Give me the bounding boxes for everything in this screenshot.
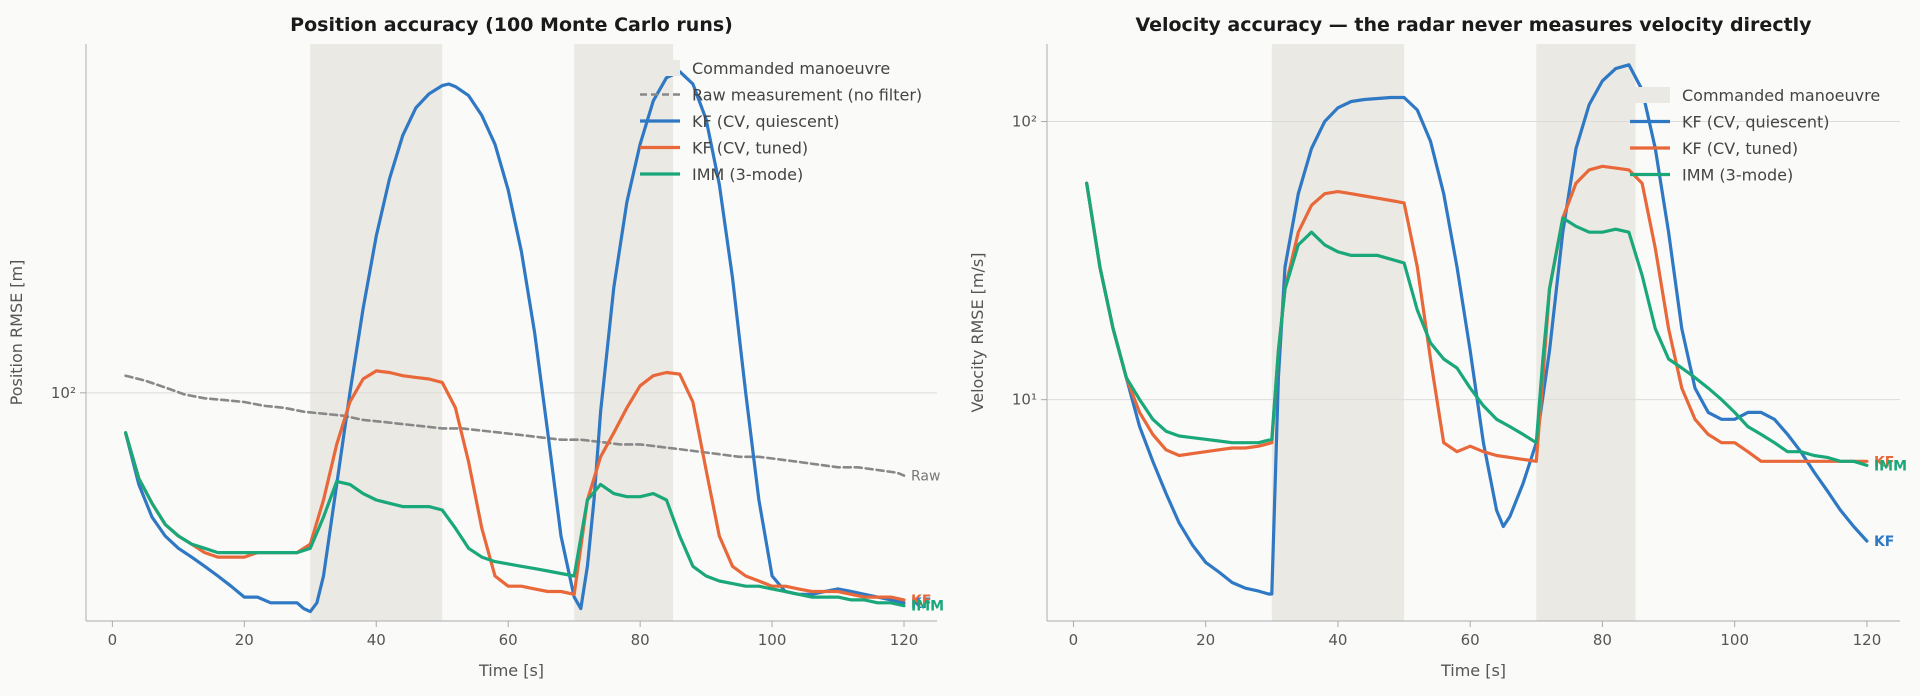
x-tick-label: 100: [758, 631, 787, 649]
legend-entry-commanded-manoeuvre: Commanded manoeuvre: [1630, 86, 1880, 105]
legend-entry-raw-measurement-no-filter: Raw measurement (no filter): [640, 86, 922, 105]
legend-label: Commanded manoeuvre: [1682, 86, 1880, 105]
legend: Commanded manoeuvre Raw measurement (no f…: [640, 59, 922, 184]
end-label-kf-cv-tuned: KF: [1874, 454, 1894, 470]
legend-label: KF (CV, quiescent): [1682, 113, 1830, 132]
legend-label: KF (CV, quiescent): [692, 112, 840, 131]
legend-label: IMM (3-mode): [692, 165, 803, 184]
x-axis-label: Time [s]: [478, 661, 544, 680]
end-label-kf-cv-tuned: KF: [911, 593, 931, 609]
x-tick-label: 40: [1328, 631, 1347, 649]
manoeuvre-region-1: [1271, 44, 1405, 621]
legend-entry-commanded-manoeuvre: Commanded manoeuvre: [640, 59, 890, 78]
legend-entry-kf-cv-quiescent: KF (CV, quiescent): [640, 112, 840, 131]
end-label-imm-3-mode: IMM: [1874, 458, 1907, 474]
legend-label: KF (CV, tuned): [1682, 139, 1798, 158]
series-line-imm-3-mode: [1085, 181, 1869, 467]
series-line-kf-cv-tuned: [1085, 164, 1869, 463]
chart-title: Position accuracy (100 Monte Carlo runs): [290, 14, 733, 36]
end-label-kf-cv-quiescent: KF: [911, 596, 931, 612]
y-tick-label: 10¹: [1012, 391, 1037, 409]
end-label-kf-cv-quiescent: KF: [1874, 534, 1894, 550]
x-tick-label: 20: [235, 631, 254, 649]
legend-swatch: [640, 60, 680, 76]
legend-label: Raw measurement (no filter): [692, 86, 922, 105]
y-tick-label: 10²: [51, 384, 76, 402]
legend-label: IMM (3-mode): [1682, 166, 1793, 185]
x-tick-label: 0: [1069, 631, 1079, 649]
x-tick-label: 80: [1593, 631, 1612, 649]
x-tick-label: 120: [890, 631, 919, 649]
x-tick-label: 40: [367, 631, 386, 649]
legend-entry-kf-cv-tuned: KF (CV, tuned): [1630, 139, 1798, 158]
position-accuracy-chart: 0 20 40 60 80 100 120 10² Position accuracy (1…: [7, 14, 944, 680]
legend-entry-imm-3-mode: IMM (3-mode): [640, 165, 803, 184]
chart-title: Velocity accuracy — the radar never meas…: [1135, 14, 1812, 36]
y-axis-label: Position RMSE [m]: [7, 260, 26, 406]
y-tick-label: 10²: [1012, 113, 1037, 131]
legend-entry-kf-cv-quiescent: KF (CV, quiescent): [1630, 113, 1830, 132]
x-tick-label: 60: [1461, 631, 1480, 649]
legend: Commanded manoeuvre KF (CV, quiescent) KF …: [1630, 86, 1880, 185]
legend-label: KF (CV, tuned): [692, 139, 808, 158]
x-tick-label: 100: [1720, 631, 1749, 649]
legend-swatch: [1630, 87, 1670, 103]
x-tick-label: 0: [108, 631, 118, 649]
x-tick-label: 80: [631, 631, 650, 649]
x-tick-label: 20: [1196, 631, 1215, 649]
series-line-kf-cv-quiescent: [1085, 63, 1869, 596]
legend-label: Commanded manoeuvre: [692, 59, 890, 78]
series-line-raw-measurement-no-filter: [124, 374, 906, 477]
legend-entry-imm-3-mode: IMM (3-mode): [1630, 166, 1793, 185]
legend-entry-kf-cv-tuned: KF (CV, tuned): [640, 139, 808, 158]
x-tick-label: 60: [499, 631, 518, 649]
x-tick-label: 120: [1853, 631, 1882, 649]
x-axis-label: Time [s]: [1440, 661, 1506, 680]
velocity-accuracy-chart: 0 20 40 60 80 100 120 10¹ 10² Velocity accuracy…: [968, 14, 1907, 680]
series-line-kf-cv-quiescent: [123, 69, 906, 614]
series-line-imm-3-mode: [123, 431, 906, 608]
y-axis-label: Velocity RMSE [m/s]: [968, 253, 987, 413]
end-label-imm-3-mode: IMM: [911, 599, 944, 615]
end-label-raw-measurement-no-filter: Raw: [911, 469, 940, 485]
